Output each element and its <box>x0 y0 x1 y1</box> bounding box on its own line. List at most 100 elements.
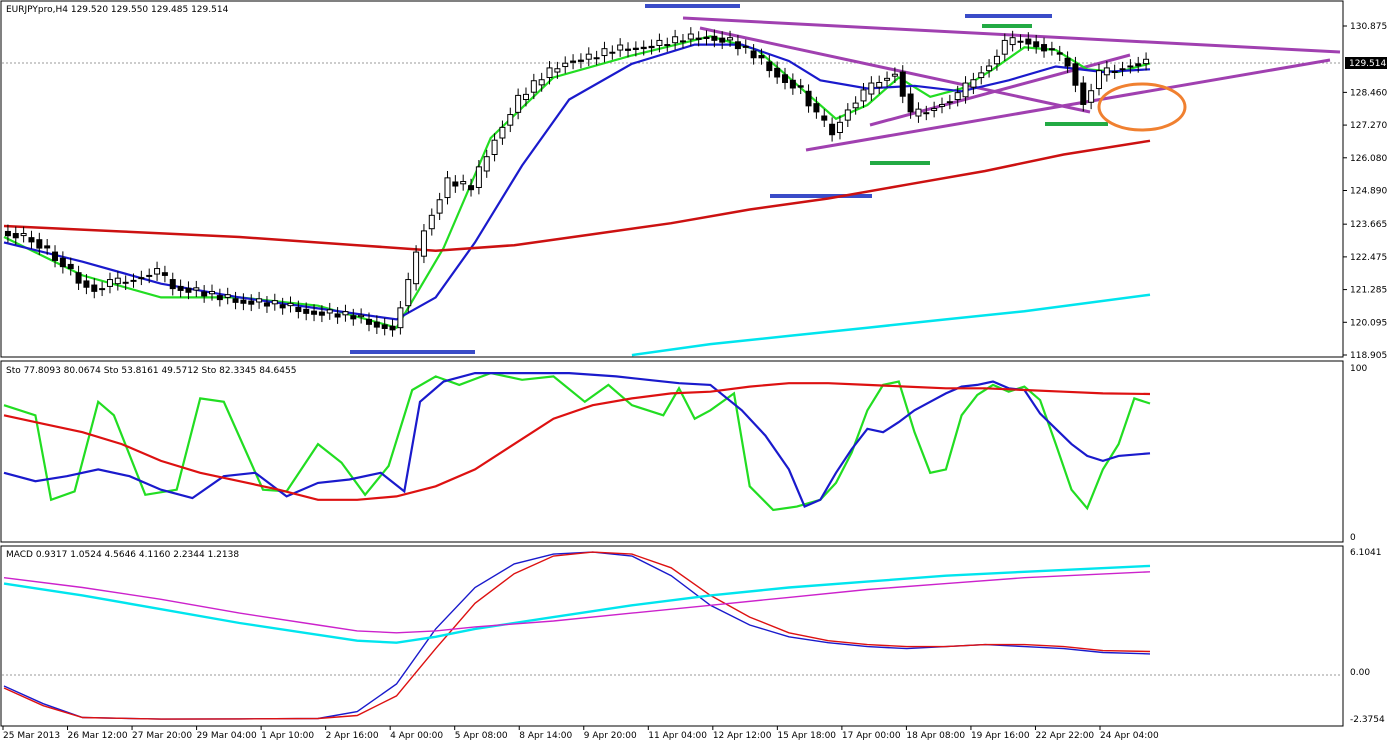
candle-body <box>130 279 137 282</box>
stochastic-header: Sto 77.8093 80.0674 Sto 53.8161 49.5712 … <box>6 366 296 376</box>
macd-line-1 <box>3 551 1151 720</box>
time-axis-label: 9 Apr 20:00 <box>584 731 637 741</box>
time-axis-label: 25 Mar 2013 <box>3 731 60 741</box>
candle-body <box>789 79 796 89</box>
candle-body <box>201 291 208 297</box>
stochastic-line-0 <box>3 371 1151 512</box>
candle-body <box>122 281 129 284</box>
candle-body <box>154 268 161 275</box>
candle-body <box>978 72 985 79</box>
candle-body <box>169 279 176 290</box>
candle-body <box>570 60 577 63</box>
candle-body <box>522 93 529 101</box>
price-axis-tick: 120.095 <box>1350 318 1387 328</box>
candle-body <box>358 314 365 318</box>
upper-trendline[interactable] <box>682 16 1341 54</box>
candle-body <box>263 302 270 307</box>
candle-body <box>12 233 19 239</box>
candle-body <box>114 277 121 285</box>
candle-body <box>185 287 192 293</box>
candle-body <box>868 82 875 95</box>
candle-body <box>365 318 372 325</box>
candle-body <box>397 307 404 329</box>
candle-body <box>656 39 663 46</box>
candle-body <box>240 299 247 304</box>
candle-body <box>475 166 482 188</box>
candle-body <box>601 48 608 57</box>
target-ellipse[interactable] <box>1097 82 1187 132</box>
candle-body <box>1072 63 1079 86</box>
time-axis-label: 2 Apr 16:00 <box>326 731 379 741</box>
candle-body <box>577 59 584 62</box>
candle-body <box>884 77 891 81</box>
candle-body <box>389 325 396 331</box>
candle-body <box>546 67 553 79</box>
inner-ascending-line[interactable] <box>869 53 1131 127</box>
time-axis-label: 19 Apr 16:00 <box>971 731 1030 741</box>
candle-body <box>460 181 467 185</box>
candle-body <box>28 237 35 243</box>
candle-body <box>993 55 1000 65</box>
macd-axis-tick: 6.1041 <box>1350 548 1382 558</box>
candle-body <box>1048 48 1055 51</box>
candle-body <box>193 287 200 291</box>
candle-body <box>99 288 106 291</box>
candle-body <box>44 245 51 249</box>
candle-body <box>915 108 922 117</box>
candle-body <box>821 115 828 121</box>
time-axis-label: 27 Mar 20:00 <box>132 731 192 741</box>
level-markers[interactable] <box>350 4 1108 354</box>
candle-body <box>52 251 59 261</box>
candle-body <box>279 304 286 309</box>
lower-trendline[interactable] <box>805 58 1331 152</box>
candle-body <box>1127 65 1134 68</box>
candle-body <box>664 44 671 47</box>
candle-body <box>287 302 294 307</box>
time-axis-label: 8 Apr 14:00 <box>519 731 572 741</box>
time-axis-label: 5 Apr 08:00 <box>455 731 508 741</box>
price-overlay-line-3 <box>631 293 1151 357</box>
candle-body <box>554 68 561 73</box>
candle-body <box>766 61 773 72</box>
macd-line-3 <box>3 571 1151 634</box>
candle-body <box>852 102 859 109</box>
candle-body <box>271 300 278 305</box>
macd-line-2 <box>3 564 1151 644</box>
candle-body <box>836 121 843 134</box>
candle-body <box>758 55 765 59</box>
candle-body <box>1103 67 1110 76</box>
candle-body <box>507 114 514 126</box>
candle-body <box>672 36 679 44</box>
price-axis-tick: 118.905 <box>1350 351 1387 361</box>
candle-body <box>405 279 412 307</box>
candle-body <box>538 79 545 86</box>
candle-body <box>491 139 498 155</box>
candle-body <box>954 92 961 101</box>
candle-body <box>1143 58 1150 65</box>
price-header: EURJPYpro,H4 129.520 129.550 129.485 129… <box>6 5 229 15</box>
candle-body <box>750 50 757 59</box>
candle-body <box>679 40 686 43</box>
candle-body <box>562 62 569 68</box>
price-axis-tick: 130.875 <box>1350 22 1387 32</box>
candle-body <box>373 321 380 328</box>
candle-body <box>813 103 820 113</box>
candle-body <box>585 53 592 60</box>
candle-body <box>311 310 318 315</box>
candle-body <box>342 311 349 316</box>
candle-body <box>774 67 781 78</box>
candle-body <box>695 37 702 40</box>
candle-body <box>436 199 443 214</box>
macd-axis-tick: 0.00 <box>1350 668 1370 678</box>
time-axis-label: 24 Apr 04:00 <box>1100 731 1159 741</box>
candle-body <box>413 251 420 285</box>
candle-body <box>138 277 145 280</box>
candle-body <box>177 285 184 291</box>
time-axis-label: 12 Apr 12:00 <box>713 731 772 741</box>
candle-body <box>899 71 906 97</box>
candle-body <box>703 36 710 40</box>
candle-body <box>727 37 734 41</box>
price-axis-tick: 121.285 <box>1350 286 1387 296</box>
candle-body <box>1088 90 1095 103</box>
